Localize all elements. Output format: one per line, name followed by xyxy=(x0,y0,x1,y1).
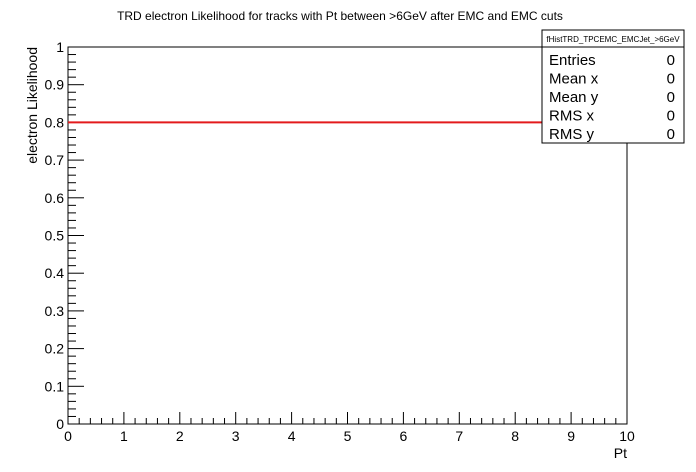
stats-box: fHistTRD_TPCEMC_EMCJet_>6GeV Entries 0 Mea… xyxy=(541,29,685,144)
x-tick-label: 6 xyxy=(400,428,408,444)
stats-row-label: Mean x xyxy=(549,71,599,88)
x-tick-label: 3 xyxy=(232,428,240,444)
x-tick-label: 8 xyxy=(511,428,519,444)
y-tick-label: 0.8 xyxy=(45,114,65,130)
stats-box-frame xyxy=(541,29,685,144)
y-axis-tick-labels: 0 0.1 0.2 0.3 0.4 0.5 0.6 0.7 0.8 0.9 1 xyxy=(45,39,65,432)
x-axis-label: Pt xyxy=(614,445,627,461)
y-axis-label: electron Likelihood xyxy=(24,47,40,164)
y-tick-label: 0.5 xyxy=(45,228,65,244)
x-tick-label: 0 xyxy=(64,428,72,444)
stats-rows: Entries 0 Mean x 0 Mean y 0 RMS x 0 RMS y 0 xyxy=(549,52,675,143)
stats-row-label: Entries xyxy=(549,52,596,69)
y-tick-label: 0.7 xyxy=(45,152,65,168)
chart-title: TRD electron Likelihood for tracks with … xyxy=(117,9,563,23)
x-tick-label: 7 xyxy=(455,428,463,444)
stats-row-label: RMS x xyxy=(549,108,595,125)
x-tick-label: 4 xyxy=(288,428,296,444)
x-axis-tick-labels: 0 1 2 3 4 5 6 7 8 9 10 xyxy=(64,428,635,444)
x-tick-label: 9 xyxy=(567,428,575,444)
x-axis-ticks xyxy=(67,412,628,424)
x-tick-label: 1 xyxy=(120,428,128,444)
x-tick-label: 5 xyxy=(344,428,352,444)
y-tick-label: 1 xyxy=(56,39,64,55)
stats-row-value: 0 xyxy=(667,89,675,106)
y-tick-label: 0.6 xyxy=(45,190,65,206)
y-tick-label: 0.2 xyxy=(45,341,65,357)
x-tick-label: 2 xyxy=(176,428,184,444)
y-tick-label: 0 xyxy=(56,416,64,432)
y-tick-label: 0.4 xyxy=(45,265,65,281)
y-axis-ticks xyxy=(68,46,84,425)
y-tick-label: 0.1 xyxy=(45,378,65,394)
stats-box-title: fHistTRD_TPCEMC_EMCJet_>6GeV xyxy=(546,35,680,44)
stats-row-value: 0 xyxy=(667,71,675,88)
stats-row-value: 0 xyxy=(667,126,675,143)
y-tick-label: 0.3 xyxy=(45,303,65,319)
x-tick-label: 10 xyxy=(619,428,635,444)
stats-row-label: Mean y xyxy=(549,89,599,106)
stats-row-value: 0 xyxy=(667,52,675,69)
stats-row-label: RMS y xyxy=(549,126,595,143)
y-tick-label: 0.9 xyxy=(45,77,65,93)
stats-row-value: 0 xyxy=(667,108,675,125)
